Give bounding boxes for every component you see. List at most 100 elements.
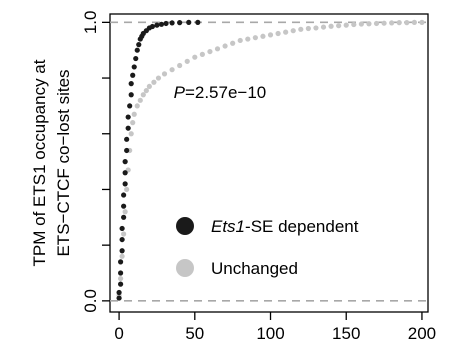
- x-axis: 0 50 100 150 200: [114, 312, 436, 343]
- data-point: [151, 79, 157, 85]
- x-tick-label: 100: [256, 324, 284, 343]
- p-value-symbol: P: [174, 83, 186, 102]
- data-point: [146, 83, 152, 90]
- data-point: [122, 159, 128, 165]
- data-point: [116, 295, 122, 301]
- legend-label-ets1-se-dependent: Ets1-SE dependent: [211, 217, 359, 236]
- data-point: [411, 19, 417, 25]
- data-point: [404, 20, 410, 26]
- data-point: [177, 62, 183, 69]
- data-point: [119, 225, 125, 232]
- data-point: [128, 92, 134, 98]
- data-point: [122, 170, 128, 176]
- data-point: [121, 231, 127, 237]
- p-value-text: =2.57e−10: [185, 83, 266, 102]
- data-point: [118, 259, 124, 265]
- y-tick-label: 1.0: [81, 11, 100, 35]
- data-point: [184, 58, 190, 64]
- data-point: [125, 125, 131, 131]
- data-point: [158, 21, 165, 27]
- data-point: [140, 92, 146, 98]
- legend-marker-ets1-se-dependent: [176, 217, 194, 235]
- data-point: [283, 29, 289, 35]
- data-point: [122, 181, 128, 187]
- data-point: [336, 23, 342, 29]
- data-point: [381, 20, 387, 26]
- data-point: [124, 136, 130, 142]
- data-point: [125, 114, 131, 120]
- data-point: [260, 33, 266, 39]
- data-point: [305, 25, 311, 32]
- data-point: [199, 51, 205, 57]
- data-point: [343, 22, 349, 28]
- data-point: [118, 270, 124, 276]
- data-point: [313, 25, 319, 31]
- data-point: [128, 131, 134, 137]
- data-point: [121, 192, 127, 198]
- data-point: [131, 64, 137, 70]
- data-point: [177, 20, 183, 26]
- data-point: [155, 75, 162, 81]
- data-point: [130, 120, 136, 126]
- data-point: [134, 103, 140, 109]
- data-point: [389, 20, 395, 26]
- data-point: [230, 40, 236, 46]
- data-point: [207, 48, 213, 55]
- data-point: [267, 32, 274, 38]
- data-point: [419, 19, 425, 25]
- data-point: [245, 36, 251, 42]
- p-value-annotation: P=2.57e−10: [174, 83, 267, 102]
- x-tick-label: 200: [408, 324, 436, 343]
- data-point: [121, 203, 127, 209]
- data-point: [127, 103, 133, 109]
- data-point: [366, 21, 372, 27]
- data-point: [252, 35, 258, 41]
- plot-frame: [109, 13, 429, 313]
- reference-lines: [110, 21, 428, 302]
- data-point: [122, 209, 128, 215]
- data-point: [163, 20, 169, 27]
- data-point: [169, 67, 175, 73]
- data-point: [298, 26, 304, 32]
- data-point: [373, 20, 380, 27]
- data-points: [116, 19, 425, 301]
- y-axis-label-line1: TPM of ETS1 occupancy at: [30, 59, 49, 266]
- data-point: [351, 21, 357, 28]
- data-point: [149, 23, 155, 30]
- data-point: [118, 275, 124, 282]
- y-tick-label: 0.0: [81, 289, 100, 313]
- data-point: [128, 81, 134, 87]
- data-point: [119, 248, 125, 254]
- data-point: [136, 42, 142, 48]
- data-point: [116, 289, 122, 296]
- x-tick-label: 0: [114, 324, 123, 343]
- legend: Ets1-SE dependent Unchanged: [176, 217, 359, 278]
- data-point: [119, 236, 125, 243]
- data-point: [133, 55, 139, 62]
- data-point: [134, 47, 140, 53]
- data-point: [358, 21, 364, 27]
- y-axis-label-line2: ETS−CTCF co−lost sites: [54, 69, 73, 256]
- data-point: [275, 30, 281, 37]
- data-point: [118, 281, 124, 287]
- x-tick-label: 150: [332, 324, 360, 343]
- data-point: [192, 54, 198, 60]
- data-point: [169, 20, 175, 26]
- data-point: [396, 20, 402, 26]
- data-point: [186, 19, 192, 25]
- data-point: [137, 97, 143, 103]
- legend-marker-unchanged: [176, 259, 194, 277]
- data-point: [154, 22, 160, 28]
- data-point: [124, 147, 130, 154]
- data-point: [214, 46, 221, 52]
- data-point: [121, 214, 127, 220]
- data-point: [222, 43, 228, 49]
- data-point: [131, 111, 137, 117]
- data-point: [161, 71, 168, 77]
- y-axis: 0.0 1.0: [81, 11, 110, 313]
- x-tick-label: 50: [185, 324, 204, 343]
- data-point: [195, 19, 201, 25]
- data-point: [328, 23, 334, 29]
- data-point: [290, 28, 296, 34]
